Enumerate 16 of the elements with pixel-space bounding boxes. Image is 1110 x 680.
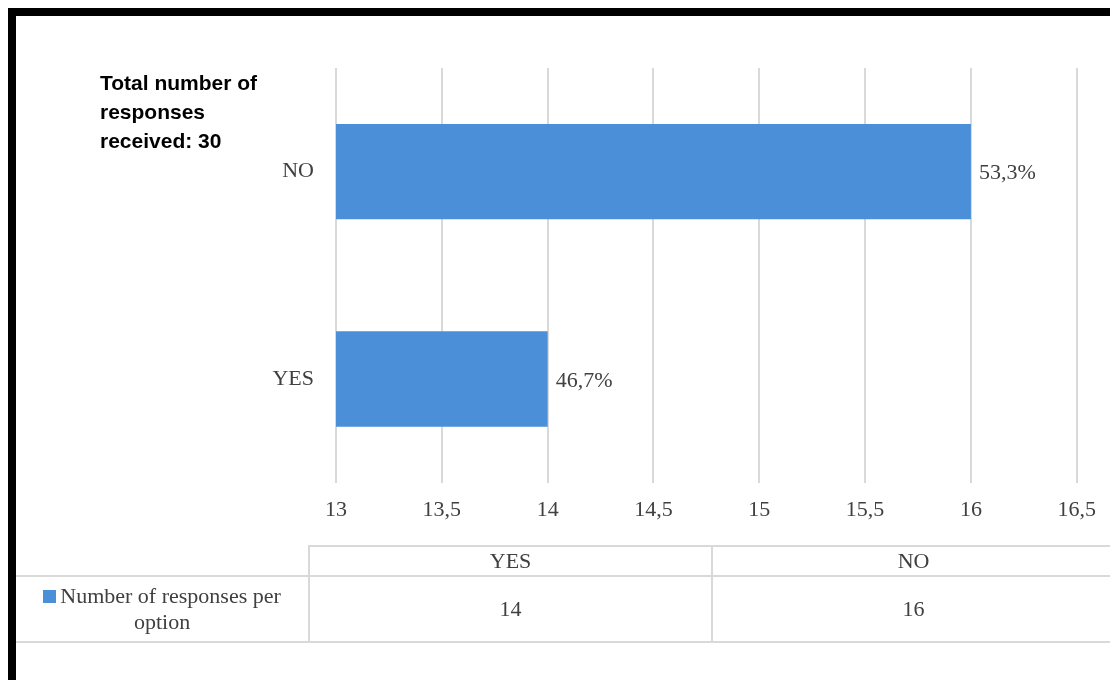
text: Total number of responses received: 30 <box>100 70 259 154</box>
x-tick-label: 13 <box>325 495 347 521</box>
annotation: 46,7% <box>555 366 613 392</box>
category-label: YES <box>489 548 532 573</box>
x-tick-label: 15,5 <box>845 495 885 521</box>
x-tick-label: 16 <box>959 495 982 521</box>
x-tick-label: 13,5 <box>422 495 462 521</box>
category-label: NO <box>897 548 930 573</box>
text: 14 <box>309 576 713 642</box>
x-tick-label: 15 <box>748 495 771 521</box>
x-tick-label: 14,5 <box>634 495 673 521</box>
x-tick-label: 14 <box>536 495 559 521</box>
annotation: 53,3% <box>978 159 1036 185</box>
x-tick-label: 16,5 <box>1057 495 1096 521</box>
text: 16 <box>712 576 1110 642</box>
legend-label: Number of responses per option <box>16 576 310 642</box>
